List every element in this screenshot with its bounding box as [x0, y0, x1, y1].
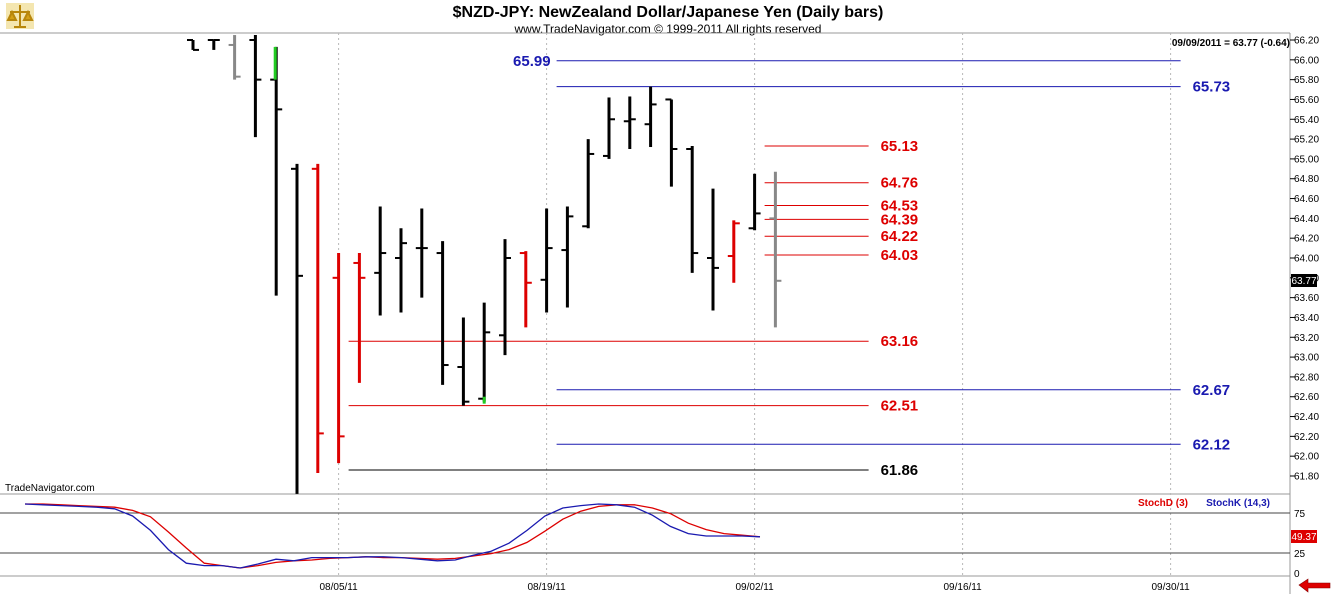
ohlc-bar — [457, 317, 470, 406]
ohlc-bar — [270, 46, 283, 296]
y-tick-label: 62.00 — [1294, 452, 1319, 463]
legend-stochd: StochD (3) — [1138, 498, 1188, 509]
y-tick-label: 65.20 — [1294, 135, 1319, 146]
ohlc-bar — [769, 171, 782, 328]
chart-title: $NZD-JPY: NewZealand Dollar/Japanese Yen… — [453, 4, 884, 21]
ohlc-bar — [395, 228, 407, 313]
ohlc-bar — [748, 173, 761, 231]
ohlc-bar — [187, 39, 199, 51]
level-label: 64.22 — [881, 228, 919, 245]
level-label: 62.67 — [1193, 382, 1231, 399]
y-tick-label: 64.20 — [1294, 234, 1319, 245]
stoch-line-k — [24, 503, 761, 569]
current-stoch-label: 49.37 — [1291, 532, 1316, 543]
ohlc-bar — [561, 206, 574, 308]
level-label: 64.03 — [881, 247, 919, 264]
level-label: 65.73 — [1193, 79, 1231, 96]
level-label: 64.53 — [881, 197, 919, 214]
x-tick-label: 09/16/11 — [944, 582, 983, 593]
y-tick-label: 64.80 — [1294, 174, 1319, 185]
current-stoch-tag: 49.37 — [1291, 530, 1317, 543]
level-label: 62.12 — [1193, 436, 1231, 453]
y-tick-label: 63.00 — [1294, 353, 1319, 364]
price-panel-frame — [0, 32, 1291, 594]
x-tick-label: 08/19/11 — [528, 582, 567, 593]
ohlc-bar — [623, 96, 636, 149]
ohlc-bar — [499, 239, 511, 356]
date-axis: 08/05/11 08/19/11 09/02/11 09/16/11 09/30/11 — [320, 582, 1191, 593]
y-tick-label: 62.40 — [1294, 412, 1319, 423]
ohlc-bar — [207, 39, 220, 50]
stochastic-lines — [0, 503, 1290, 569]
y-tick-label: 63.40 — [1294, 313, 1319, 324]
y-tick-label: 64.00 — [1294, 254, 1319, 265]
ohlc-bar — [436, 241, 449, 385]
logo-icon — [6, 3, 34, 29]
ohlc-bar — [540, 208, 553, 313]
ohlc-bar — [353, 253, 366, 383]
ohlc-bar — [665, 98, 678, 187]
stoch-y-tick-label: 75 — [1294, 509, 1306, 520]
level-label: 63.16 — [881, 333, 919, 350]
price-bars — [187, 35, 782, 494]
ohlc-bar — [374, 206, 387, 316]
y-tick-label: 62.80 — [1294, 372, 1319, 383]
level-label: 64.76 — [881, 175, 919, 192]
y-tick-label: 64.60 — [1294, 194, 1319, 205]
y-tick-label: 65.00 — [1294, 154, 1319, 165]
ohlc-bar — [707, 188, 719, 311]
ohlc-bar — [228, 35, 241, 80]
stoch-y-tick-label: 0 — [1294, 569, 1300, 580]
last-quote-text: 09/09/2011 = 63.77 (-0.64) — [1172, 38, 1290, 49]
ohlc-bar — [727, 220, 740, 283]
current-price-tag: 63.77 — [1291, 274, 1317, 287]
level-label: 61.86 — [881, 462, 919, 479]
y-tick-label: 65.80 — [1294, 75, 1319, 86]
legend-stochk: StochK (14,3) — [1206, 498, 1270, 509]
y-tick-label: 61.80 — [1294, 472, 1319, 483]
ohlc-bar — [519, 251, 532, 328]
y-tick-label: 63.20 — [1294, 333, 1319, 344]
stoch-y-tick-label: 25 — [1294, 549, 1306, 560]
y-tick-label: 65.40 — [1294, 115, 1319, 126]
level-label: 65.13 — [881, 138, 919, 155]
ohlc-bar — [603, 97, 615, 159]
ohlc-bar — [582, 139, 595, 229]
level-label: 62.51 — [881, 398, 919, 415]
ohlc-bar — [686, 146, 699, 273]
ohlc-bar — [644, 86, 657, 148]
y-tick-label: 66.00 — [1294, 55, 1319, 66]
watermark-text: TradeNavigator.com — [5, 483, 95, 494]
copyright-text: www.TradeNavigator.com © 1999-2011 All r… — [514, 22, 822, 36]
ohlc-bar — [311, 163, 324, 474]
x-tick-label: 09/02/11 — [736, 582, 775, 593]
y-tick-label: 62.20 — [1294, 432, 1319, 443]
ohlc-bar — [249, 35, 262, 138]
level-label: 65.99 — [513, 53, 551, 70]
ohlc-bar — [291, 163, 303, 494]
scroll-left-arrow-icon[interactable] — [1296, 578, 1332, 593]
y-tick-label: 64.40 — [1294, 214, 1319, 225]
ohlc-bar — [415, 208, 428, 298]
y-tick-label: 62.60 — [1294, 392, 1319, 403]
price-axis: 66.20 66.00 65.80 65.60 65.40 65.20 65.00 64.80… — [1290, 36, 1319, 580]
ohlc-bar — [332, 253, 345, 464]
x-tick-label: 08/05/11 — [320, 582, 359, 593]
current-price-label: 63.77 — [1291, 276, 1316, 287]
y-tick-label: 65.60 — [1294, 95, 1319, 106]
level-label: 64.39 — [881, 211, 919, 228]
y-tick-label: 66.20 — [1294, 36, 1319, 47]
y-tick-label: 63.60 — [1294, 293, 1319, 304]
ohlc-bar — [478, 302, 491, 402]
grid — [338, 33, 1172, 576]
x-tick-label: 09/30/11 — [1152, 582, 1191, 593]
